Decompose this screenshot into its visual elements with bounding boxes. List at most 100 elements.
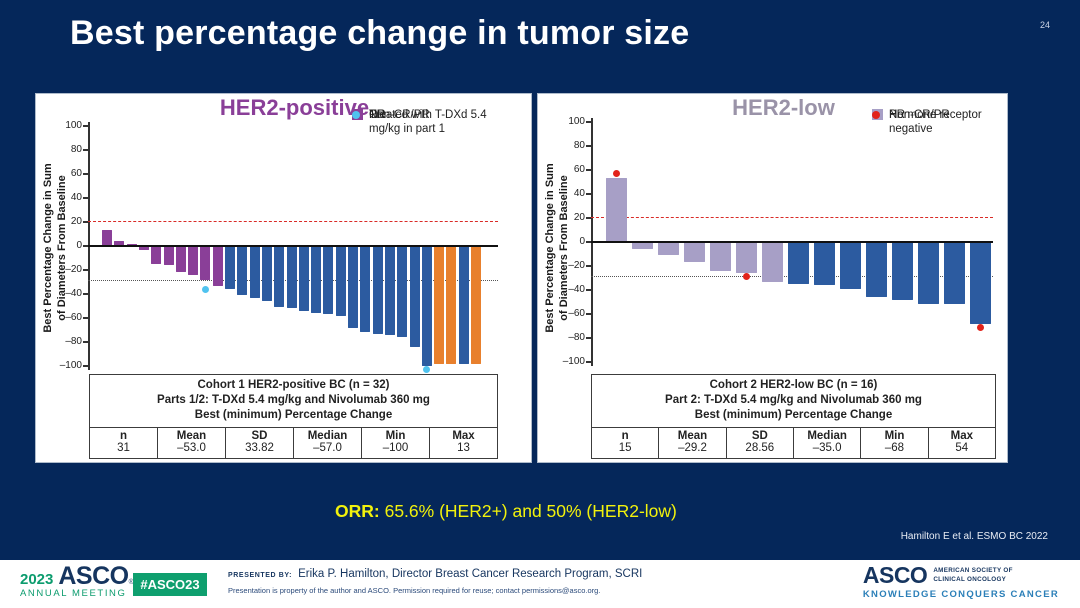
marker-dot [613, 170, 620, 178]
legend-label: Hormone receptor negative [889, 109, 982, 136]
bar-11 [225, 246, 235, 290]
bar-31 [471, 246, 481, 364]
asco-logo-text: ASCO [862, 562, 928, 588]
stats-values: n 15 Mean –29.2 SD 28.56 Median –35.0 Min –68 Max 5… [592, 427, 995, 458]
legend-swatch [352, 111, 360, 119]
bar-13 [918, 242, 939, 305]
citation: Hamilton E et al. ESMO BC 2022 [900, 531, 1048, 542]
bar-8 [788, 242, 809, 284]
bar-6 [736, 242, 757, 274]
stats-cell-n: n 15 [618, 429, 632, 454]
bar-9 [814, 242, 835, 286]
society-name: AMERICAN SOCIETY OF CLINICAL ONCOLOGY [933, 567, 1013, 583]
bar-11 [866, 242, 887, 298]
legend-label: Non-CR/PR [889, 109, 950, 121]
bar-3 [126, 243, 137, 246]
presenter-name: Erika P. Hamilton, Director Breast Cance… [298, 568, 643, 580]
legend-label: CR [369, 109, 386, 121]
bar-7 [175, 246, 186, 273]
stats-cell-mean: Mean –29.2 [658, 427, 725, 458]
legend-item: Treated with T-DXd 5.4 mg/kg in part 1 [352, 108, 520, 137]
bar-2 [114, 241, 125, 246]
bar-4 [138, 246, 149, 250]
registered-mark: ® [128, 579, 134, 586]
bar-16 [286, 246, 297, 309]
bar-5 [710, 242, 731, 271]
bar-4 [684, 242, 705, 263]
legend-item: Hormone receptor negative [872, 108, 1022, 137]
bar-8 [188, 246, 199, 275]
logo-annual-meeting: ANNUAL MEETING [20, 588, 127, 599]
bar-18 [311, 246, 322, 314]
legend-label: PR [369, 109, 385, 121]
stats-cell-sd: SD 33.82 [225, 427, 293, 458]
bar-3 [658, 242, 679, 256]
hashtag-badge: #ASCO23 [133, 573, 207, 596]
bar-12 [892, 242, 913, 300]
legend-label: Non-CR/PR [369, 109, 430, 121]
bar-2 [632, 242, 653, 250]
chart-title-her2-low: HER2-low [732, 95, 835, 120]
chart-title-her2-positive: HER2-positive [219, 95, 370, 120]
bar-23 [372, 246, 383, 334]
stats-cell-min: Min –100 [361, 427, 429, 458]
bar-26 [409, 246, 420, 347]
bar-28 [434, 246, 445, 364]
bar-14 [261, 246, 272, 302]
stats-cell-sd: SD 28.56 [725, 427, 793, 458]
marker-dot [977, 323, 984, 331]
asco-annual-meeting-logo: 2023 ASCO ® ANNUAL MEETING [20, 562, 134, 599]
marker-dot [423, 366, 431, 374]
orr-label: ORR: [335, 501, 380, 521]
bar-6 [163, 246, 174, 266]
orr-summary: ORR: 65.6% (HER2+) and 50% (HER2-low) [335, 501, 677, 522]
bar-12 [237, 246, 248, 296]
bar-1 [102, 230, 112, 246]
her2-positive-panel: HER2-positive Best Percentage Change in … [35, 93, 532, 463]
bar-9 [200, 246, 211, 280]
bar-10 [840, 242, 861, 289]
logo-asco-text: ASCO [58, 562, 129, 590]
bar-21 [348, 246, 358, 328]
waterfall-chart-her2-low: 100 80 60 40 20 0 –20 –40 –60 –80 –100 PR Non-CR/PR H… [538, 94, 1007, 462]
marker-dot [743, 273, 750, 281]
stats-cell-mean: Mean –53.0 [157, 427, 225, 458]
bar-1 [606, 178, 627, 242]
asco-society-logo: ASCO AMERICAN SOCIETY OF CLINICAL ONCOLO… [862, 562, 1059, 601]
stats-cell-max: Max 54 [927, 427, 995, 458]
stats-table-her2-low: Cohort 2 HER2-low BC (n = 16) Part 2: T-… [591, 374, 996, 459]
bar-20 [335, 246, 346, 316]
stats-values: n 31 Mean –53.0 SD 33.82 Median –57.0 Min –100 Max… [90, 427, 497, 458]
marker-dot [201, 285, 209, 293]
orr-value: 65.6% (HER2+) and 50% (HER2-low) [379, 501, 677, 521]
presented-by-label: PRESENTED BY: [228, 572, 293, 579]
legend-label: Treated with T-DXd 5.4 mg/kg in part 1 [369, 109, 487, 136]
her2-low-panel: HER2-low Best Percentage Change in Sum o… [537, 93, 1008, 463]
bar-22 [360, 246, 371, 333]
logo-year: 2023 [20, 571, 54, 588]
stats-cell-median: Median –57.0 [293, 427, 361, 458]
bar-29 [446, 246, 457, 364]
waterfall-chart-her2-positive: 100 80 60 40 20 0 –20 –40 –60 –80 –100 CR PR Non-CR/P… [36, 94, 531, 462]
bar-25 [397, 246, 408, 338]
slide-number: 24 [1039, 20, 1050, 30]
bar-17 [298, 246, 309, 311]
stats-table-her2-positive: Cohort 1 HER2-positive BC (n = 32) Parts… [89, 374, 498, 459]
bar-5 [151, 246, 162, 264]
bar-15 [970, 242, 991, 324]
bar-19 [323, 246, 334, 315]
asco-tagline: KNOWLEDGE CONQUERS CANCER [862, 589, 1059, 600]
footer: 2023 ASCO ® ANNUAL MEETING #ASCO23 PRESE… [0, 560, 1080, 608]
bar-27 [421, 246, 432, 366]
bar-13 [249, 246, 260, 298]
stats-cell-n: n 31 [117, 429, 130, 454]
bar-10 [212, 246, 223, 286]
slide-title: Best percentage change in tumor size [70, 14, 690, 52]
bar-15 [274, 246, 285, 308]
disclaimer-text: Presentation is property of the author a… [228, 586, 601, 595]
stats-table-header: Cohort 1 HER2-positive BC (n = 32) Parts… [90, 375, 497, 428]
legend-swatch [872, 111, 880, 119]
bar-7 [762, 242, 783, 282]
legend-label: PR [889, 109, 905, 121]
